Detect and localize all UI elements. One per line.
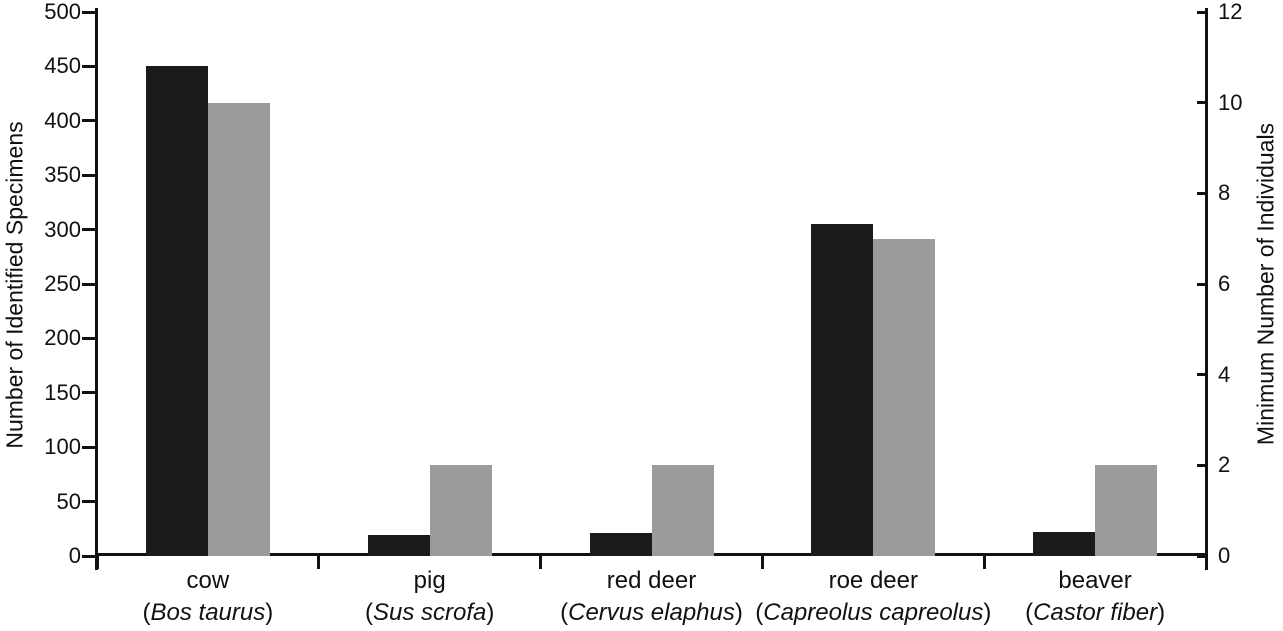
left-y-tick: [82, 173, 95, 177]
right-y-tick-label: 10: [1218, 89, 1243, 115]
category-label-beaver: beaver (Castor fiber): [945, 565, 1245, 629]
left-y-tick: [82, 119, 95, 123]
category-common-name: roe deer: [828, 567, 918, 594]
x-axis-tick: [760, 556, 764, 569]
category-label-pig: pig (Sus scrofa): [280, 565, 580, 629]
right-y-tick: [1197, 463, 1206, 467]
left-y-tick: [82, 336, 95, 340]
left-y-tick: [82, 554, 95, 558]
left-y-tick: [82, 445, 95, 449]
x-axis-tick: [95, 556, 99, 569]
left-y-tick: [82, 500, 95, 504]
bar-mni-red-deer: [651, 465, 714, 556]
bar-nisp-roe-deer: [811, 224, 874, 556]
left-y-tick-label: 50: [56, 488, 81, 514]
left-y-tick: [82, 282, 95, 286]
category-latin-name: (Cervus elaphus): [560, 599, 743, 626]
category-latin-name: (Castor fiber): [1025, 599, 1166, 626]
left-y-tick-label: 400: [44, 107, 81, 133]
right-y-tick-label: 8: [1218, 180, 1231, 206]
left-y-tick-label: 0: [68, 543, 81, 568]
left-y-tick-label: 500: [44, 0, 81, 24]
left-y-tick-label: 150: [44, 379, 81, 405]
left-y-tick: [82, 10, 95, 14]
x-axis-tick: [1204, 556, 1208, 569]
category-label-cow: cow (Bos taurus): [58, 565, 358, 629]
category-common-name: cow: [186, 567, 230, 594]
category-common-name: beaver: [1058, 567, 1132, 594]
category-latin-name: (Capreolus capreolus): [755, 599, 992, 626]
left-y-tick-label: 350: [44, 162, 81, 188]
right-y-tick: [1197, 373, 1206, 377]
left-y-tick-label: 300: [44, 216, 81, 242]
x-axis-tick: [539, 556, 543, 569]
bar-mni-pig: [429, 465, 492, 556]
right-y-tick: [1197, 101, 1206, 105]
x-axis-tick: [317, 556, 321, 569]
right-y-tick: [1197, 191, 1206, 195]
category-label-roe-deer: roe deer (Capreolus capreolus): [723, 565, 1023, 629]
bar-nisp-beaver: [1033, 532, 1096, 556]
right-y-tick-label: 0: [1218, 543, 1231, 568]
right-y-tick: [1197, 10, 1206, 14]
bar-nisp-cow: [145, 66, 208, 556]
left-y-tick-label: 200: [44, 325, 81, 351]
bar-mni-cow: [207, 102, 270, 556]
right-y-tick-label: 2: [1218, 452, 1231, 478]
bar-nisp-pig: [367, 535, 430, 556]
bar-mni-beaver: [1095, 465, 1158, 556]
right-y-tick-label: 4: [1218, 361, 1231, 387]
right-y-axis-line: [1205, 8, 1208, 570]
right-y-tick-label: 6: [1218, 271, 1231, 296]
category-latin-name: (Bos taurus): [142, 599, 274, 626]
category-label-red-deer: red deer (Cervus elaphus): [502, 565, 802, 629]
x-axis-tick: [982, 556, 986, 569]
bar-mni-roe-deer: [873, 238, 936, 556]
left-y-tick-label: 450: [44, 53, 81, 79]
right-y-tick: [1197, 282, 1206, 286]
right-y-tick: [1197, 554, 1206, 558]
left-y-axis-line: [95, 8, 98, 570]
category-common-name: red deer: [606, 567, 697, 594]
category-latin-name: (Sus scrofa): [364, 599, 495, 626]
category-common-name: pig: [413, 567, 446, 594]
left-y-tick: [82, 391, 95, 395]
right-y-axis-title: Minimum Number of Individuals: [1252, 122, 1279, 446]
right-y-tick-label: 12: [1218, 0, 1243, 24]
left-y-tick-label: 250: [44, 271, 81, 296]
left-y-tick: [82, 64, 95, 68]
left-y-tick-label: 100: [44, 434, 81, 460]
bar-nisp-red-deer: [589, 533, 652, 556]
left-y-tick: [82, 228, 95, 232]
